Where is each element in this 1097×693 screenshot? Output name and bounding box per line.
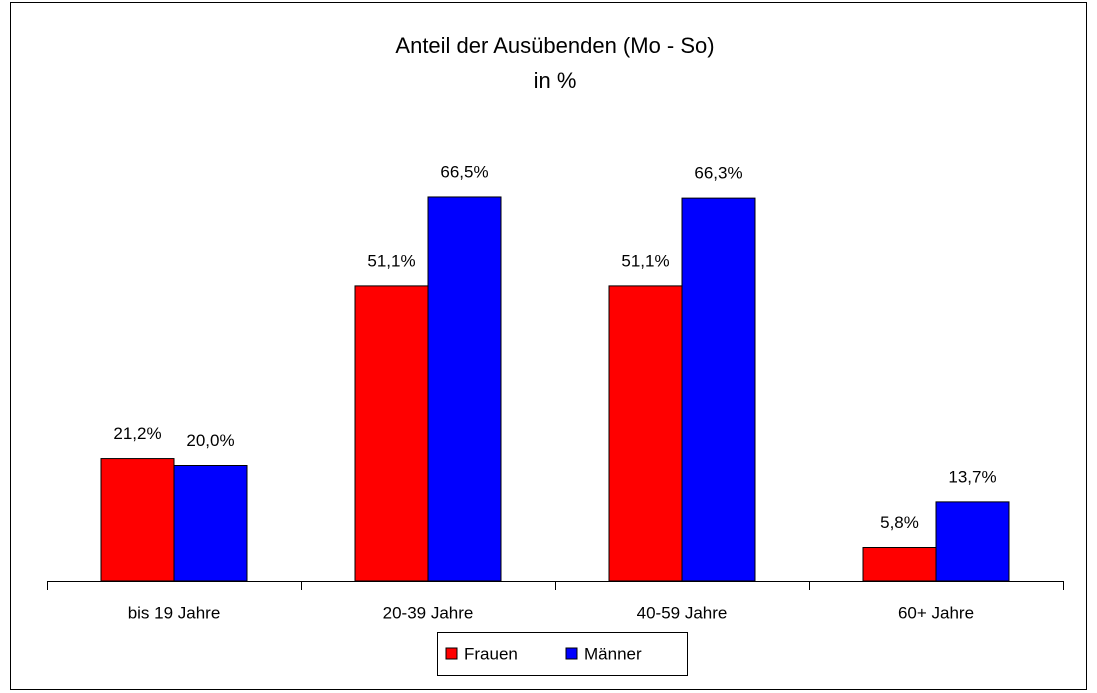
bar [681, 197, 756, 582]
x-tick-label: 60+ Jahre [898, 603, 974, 622]
bar [608, 285, 683, 582]
bar [100, 458, 175, 582]
chart-title: Anteil der Ausübenden (Mo - So) [395, 33, 714, 58]
bar [862, 547, 937, 582]
chart-subtitle: in % [534, 68, 577, 93]
data-label: 66,3% [694, 164, 742, 183]
x-tick-label: 20-39 Jahre [383, 603, 474, 622]
legend-label: Frauen [464, 644, 518, 663]
x-tick-label: bis 19 Jahre [128, 603, 221, 622]
x-tick-label: 40-59 Jahre [637, 603, 728, 622]
bar [427, 196, 502, 582]
legend-box [437, 632, 688, 676]
legend-label: Männer [584, 644, 642, 663]
bar [935, 501, 1010, 582]
data-label: 51,1% [367, 251, 415, 270]
data-label: 5,8% [880, 513, 919, 532]
chart-frame [10, 2, 1087, 690]
data-label: 21,2% [113, 424, 161, 443]
data-label: 66,5% [440, 162, 488, 181]
data-label: 51,1% [621, 251, 669, 270]
data-label: 20,0% [186, 431, 234, 450]
data-label: 13,7% [948, 467, 996, 486]
legend-swatch [565, 647, 578, 660]
bar [173, 465, 248, 582]
legend-swatch [445, 647, 458, 660]
bar [354, 285, 429, 582]
